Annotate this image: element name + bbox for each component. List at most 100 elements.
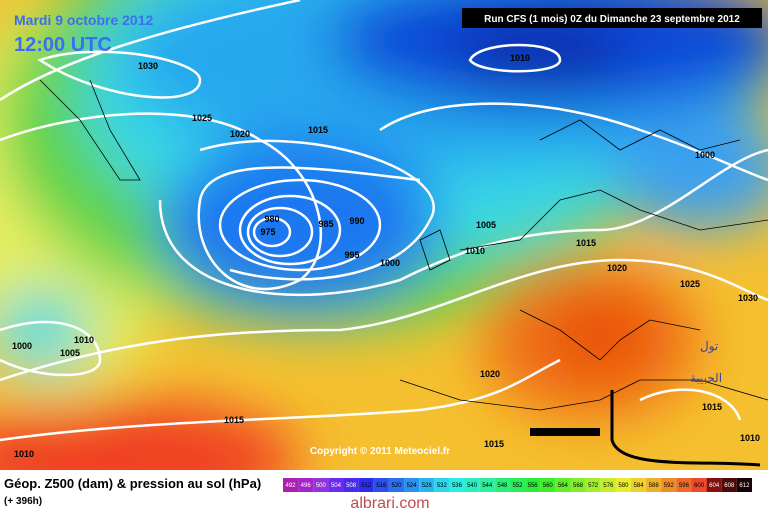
isobar-label: 975 bbox=[260, 227, 275, 237]
drawn-outline bbox=[610, 390, 761, 467]
isobar-label: 1015 bbox=[224, 415, 244, 425]
scale-label: 584 bbox=[634, 483, 645, 489]
time: 12:00 UTC bbox=[14, 34, 112, 56]
isobar-label: 1020 bbox=[230, 129, 250, 139]
isobar-label: 1005 bbox=[476, 220, 496, 230]
scale-label: 524 bbox=[407, 483, 418, 489]
annotation: الحبيبة bbox=[690, 371, 722, 385]
footer-lead: (+ 396h) bbox=[4, 496, 42, 507]
scale-cell bbox=[388, 478, 405, 492]
isobar-label: 1005 bbox=[60, 348, 80, 358]
footer-title: Géop. Z500 (dam) & pression au sol (hPa) bbox=[4, 476, 261, 491]
date: Mardi 9 octobre 2012 bbox=[14, 12, 153, 28]
isobar-label: 1015 bbox=[702, 402, 722, 412]
scale-label: 608 bbox=[724, 483, 735, 489]
scale-label: 548 bbox=[497, 483, 508, 489]
scale-cell bbox=[509, 478, 526, 492]
scale-label: 604 bbox=[709, 483, 720, 489]
scale-label: 552 bbox=[512, 483, 523, 489]
run-box bbox=[462, 8, 762, 28]
isobar-label: 1015 bbox=[484, 439, 504, 449]
scale-cell bbox=[434, 478, 450, 492]
run-info: Run CFS (1 mois) 0Z du Dimanche 23 septe… bbox=[484, 14, 740, 25]
copyright: Copyright © 2011 Meteociel.fr bbox=[310, 446, 450, 457]
isobar-label: 1015 bbox=[576, 238, 596, 248]
isobar-label: 1000 bbox=[12, 341, 32, 351]
scale-cell bbox=[449, 478, 465, 492]
scale-cell bbox=[721, 478, 737, 492]
scale-cell bbox=[691, 478, 707, 492]
scale-cell bbox=[615, 478, 631, 492]
scale-label: 492 bbox=[286, 483, 297, 489]
isobar-label: 1000 bbox=[695, 150, 715, 160]
scale-cell bbox=[600, 478, 616, 492]
scale-cell bbox=[736, 478, 752, 492]
scale-label: 592 bbox=[664, 483, 675, 489]
isobar-label: 1015 bbox=[308, 125, 328, 135]
scale-cell bbox=[494, 478, 510, 492]
scale-label: 516 bbox=[376, 483, 387, 489]
scale-label: 576 bbox=[603, 483, 614, 489]
scale-cell bbox=[373, 478, 389, 492]
scale-label: 512 bbox=[361, 483, 372, 489]
scale-cell bbox=[646, 478, 662, 492]
scale-label: 580 bbox=[618, 483, 629, 489]
isobar-label: 1010 bbox=[465, 246, 485, 256]
scale-label: 560 bbox=[543, 483, 554, 489]
isobar-label: 980 bbox=[264, 214, 279, 224]
isobar-label: 1025 bbox=[192, 113, 212, 123]
scale-label: 496 bbox=[301, 483, 312, 489]
isobar-label: 1030 bbox=[738, 293, 758, 303]
scale-cell bbox=[419, 478, 435, 492]
isobar-label: 1000 bbox=[380, 258, 400, 268]
scale-cell bbox=[630, 478, 647, 492]
isobar-label: 1010 bbox=[74, 335, 94, 345]
isobar-label: 1010 bbox=[510, 53, 530, 63]
isobar-label: 1025 bbox=[680, 279, 700, 289]
scale-cell bbox=[313, 478, 329, 492]
scale-cell bbox=[555, 478, 571, 492]
isobar-label: 1010 bbox=[14, 449, 34, 459]
coastlines bbox=[39, 79, 768, 411]
isobars bbox=[0, 0, 768, 442]
scale-cell bbox=[706, 478, 722, 492]
scale-cell bbox=[404, 478, 420, 492]
scale-cell bbox=[464, 478, 480, 492]
scale-cell bbox=[479, 478, 495, 492]
scale-label: 504 bbox=[331, 483, 342, 489]
scale-cell bbox=[358, 478, 374, 492]
scale-label: 564 bbox=[558, 483, 569, 489]
isobar-label: 1020 bbox=[480, 369, 500, 379]
isobar-label: 985 bbox=[318, 219, 333, 229]
isobar-label: 1030 bbox=[138, 61, 158, 71]
isobar-label: 995 bbox=[344, 250, 359, 260]
scale-cell bbox=[676, 478, 692, 492]
scale-cell bbox=[570, 478, 586, 492]
scale-cell bbox=[585, 478, 601, 492]
scale-cell bbox=[298, 478, 314, 492]
scale-label: 508 bbox=[346, 483, 357, 489]
isobar-label: 990 bbox=[349, 216, 364, 226]
scale-cell bbox=[540, 478, 556, 492]
scale-label: 536 bbox=[452, 483, 463, 489]
scale-label: 596 bbox=[679, 483, 690, 489]
scale-label: 572 bbox=[588, 483, 599, 489]
scale-cell bbox=[661, 478, 677, 492]
watermark: albrari.com bbox=[350, 495, 429, 512]
scale-label: 544 bbox=[482, 483, 493, 489]
scale-label: 588 bbox=[649, 483, 660, 489]
scale-label: 540 bbox=[467, 483, 478, 489]
scale-label: 556 bbox=[528, 483, 539, 489]
scale-cell bbox=[525, 478, 541, 492]
scale-cell bbox=[343, 478, 359, 492]
annotation: تول bbox=[700, 339, 718, 353]
scale-label: 568 bbox=[573, 483, 584, 489]
scale-label: 612 bbox=[739, 483, 750, 489]
scale-cell bbox=[283, 478, 299, 492]
scale-label: 532 bbox=[437, 483, 448, 489]
scale-label: 520 bbox=[391, 483, 402, 489]
scale-cell bbox=[328, 478, 344, 492]
scale-label: 500 bbox=[316, 483, 327, 489]
